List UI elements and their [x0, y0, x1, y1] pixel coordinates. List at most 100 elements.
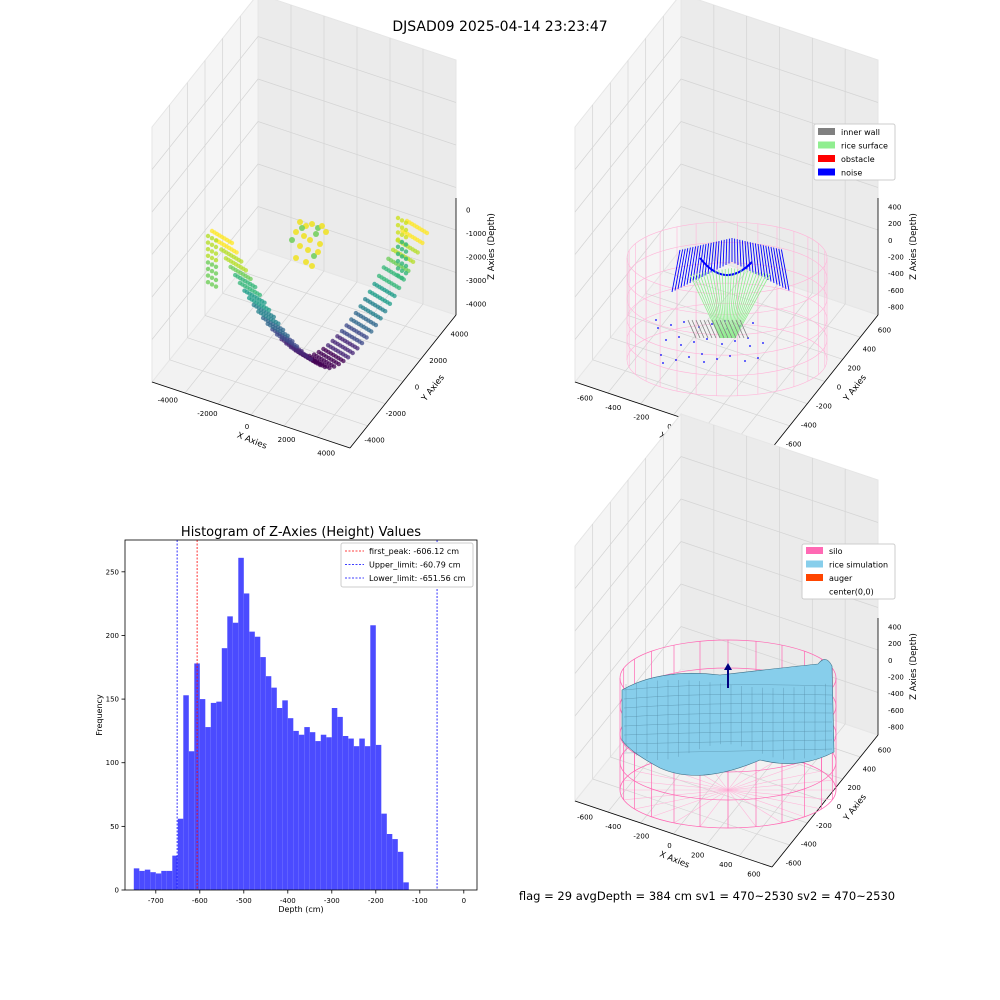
y-axis-label: Frequency — [95, 694, 104, 736]
histogram-bar — [375, 744, 382, 890]
rice-stroke — [696, 273, 722, 339]
data-point — [395, 237, 401, 242]
legend: first_peak: -606.12 cm Upper_limit: -60.7… — [340, 542, 474, 588]
noise-point — [757, 357, 759, 359]
y-tick-label: 50 — [110, 823, 119, 831]
y-tick-label: 200 — [847, 784, 860, 792]
histogram-bar — [353, 746, 360, 890]
data-point — [313, 231, 319, 237]
legend-label: silo — [829, 547, 843, 556]
data-point — [420, 240, 425, 246]
noise-point — [729, 355, 731, 357]
data-point — [387, 301, 393, 306]
y-tick-label: -200 — [816, 403, 832, 411]
floor-spoke — [727, 789, 757, 827]
data-point — [355, 346, 360, 351]
data-point — [213, 264, 219, 269]
data-point — [399, 261, 405, 266]
noise-point — [749, 345, 751, 347]
data-point — [319, 223, 325, 229]
histogram-bar — [133, 868, 140, 890]
z-tick-label: -3000 — [466, 277, 486, 285]
legend-swatch — [818, 128, 835, 135]
noise-points — [655, 238, 790, 364]
histogram-bar — [254, 636, 261, 890]
data-point — [213, 271, 219, 276]
z-tick-label: 400 — [888, 203, 901, 211]
legend-label: Lower_limit: -651.56 cm — [369, 574, 466, 583]
noise-point — [762, 342, 764, 344]
grid-line — [574, 456, 682, 589]
histogram-bar — [205, 727, 211, 890]
z-tick-label: -600 — [888, 707, 904, 715]
histogram-bar — [298, 734, 305, 890]
data-point — [415, 250, 420, 255]
data-point — [336, 361, 341, 367]
histogram-bar — [326, 737, 332, 890]
data-point — [297, 219, 303, 225]
histogram-bar — [304, 727, 310, 890]
histogram-bar — [364, 746, 371, 890]
wall-stroke — [723, 319, 733, 339]
x-axis-label: X Axies — [235, 431, 268, 452]
data-point — [395, 266, 401, 271]
histogram-bar — [370, 625, 376, 890]
grid-line — [680, 456, 879, 523]
data-point — [304, 353, 309, 358]
inner-wall-points — [687, 319, 749, 339]
x-tick-label: 400 — [719, 861, 732, 869]
data-point — [248, 276, 253, 282]
data-point — [399, 232, 405, 237]
axis-lines — [151, 198, 457, 449]
histogram-bar — [172, 855, 178, 890]
y-tick-label: -400 — [801, 422, 817, 430]
y-tick-label: 0 — [837, 384, 841, 392]
mesh-line — [623, 712, 833, 718]
noise-stroke — [744, 240, 748, 270]
y-tick-label: -400 — [801, 841, 817, 849]
z-tick-label: 0 — [888, 657, 892, 665]
data-point — [395, 273, 401, 278]
floor-spoke — [634, 789, 729, 810]
histogram-bar — [238, 557, 244, 890]
y-axis-line — [771, 314, 879, 449]
noise-stroke — [716, 240, 720, 270]
data-point — [317, 241, 323, 247]
rice-stroke — [731, 271, 755, 339]
histogram-bar — [276, 708, 283, 890]
data-point — [293, 255, 299, 261]
x-tick-label: -600 — [577, 814, 593, 822]
data-point — [229, 240, 235, 246]
data-point — [345, 355, 351, 360]
data-point — [209, 236, 215, 241]
noise-point — [688, 356, 690, 358]
noise-stroke — [752, 242, 757, 275]
data-point — [309, 221, 315, 227]
data-point — [299, 349, 304, 354]
noise-stroke — [713, 241, 717, 272]
z-axis-label: Z Axies (Depth) — [909, 213, 919, 280]
y-axis-label: Y Axies — [419, 373, 447, 405]
histogram-bar — [216, 701, 222, 890]
y-tick-label: -4000 — [364, 437, 384, 445]
noise-stroke — [701, 243, 707, 278]
y-tick-label: 400 — [863, 765, 876, 773]
histogram-bar — [188, 751, 195, 890]
y-tick-label: 150 — [106, 696, 119, 704]
plot-frame — [124, 539, 478, 891]
z-tick-label: 200 — [888, 220, 901, 228]
legend-swatch — [806, 560, 823, 568]
mesh-line — [623, 721, 833, 727]
noise-stroke — [671, 249, 681, 293]
histogram-bar — [177, 818, 184, 890]
floor-spoke — [634, 770, 729, 791]
data-point — [213, 258, 219, 263]
panel-histogram: Histogram of Z-Axies (Height) Values -700… — [95, 525, 478, 914]
noise-stroke — [698, 244, 704, 279]
wall-stroke — [687, 319, 697, 339]
data-point — [364, 335, 369, 340]
legend-label: obstacle — [841, 155, 875, 164]
data-point — [294, 344, 300, 349]
floor-spoke — [727, 762, 805, 791]
y-tick-label: 200 — [847, 365, 860, 373]
